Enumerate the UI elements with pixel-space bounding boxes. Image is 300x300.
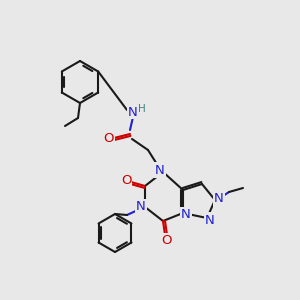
Text: O: O: [104, 131, 114, 145]
Text: O: O: [162, 233, 172, 247]
Text: H: H: [138, 104, 146, 114]
Text: N: N: [136, 200, 146, 214]
Text: O: O: [121, 175, 131, 188]
Text: N: N: [128, 106, 138, 118]
Text: N: N: [181, 208, 191, 221]
Text: N: N: [205, 214, 215, 226]
Text: N: N: [155, 164, 165, 176]
Text: N: N: [214, 193, 224, 206]
